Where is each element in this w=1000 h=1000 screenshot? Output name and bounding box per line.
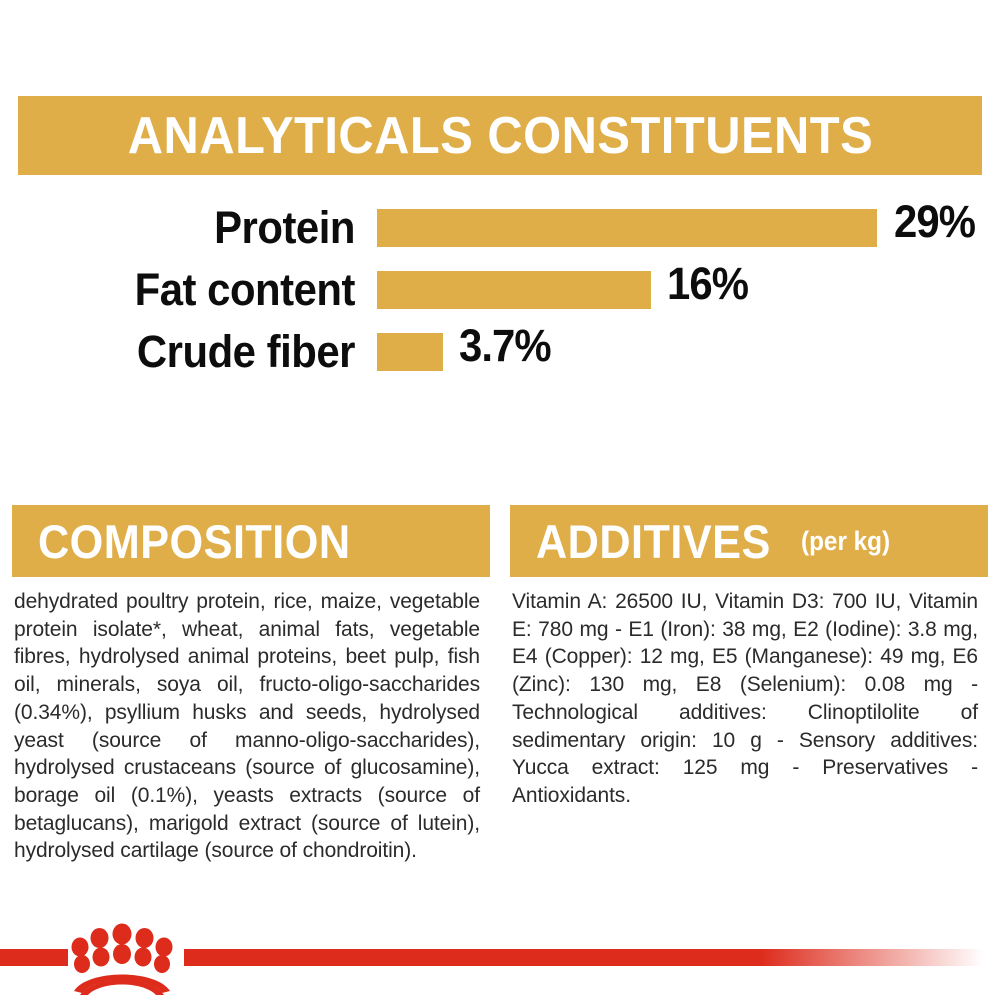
bar-track-fat-content bbox=[377, 271, 651, 309]
royal-canin-crown-icon bbox=[71, 923, 173, 995]
additives-banner: ADDITIVES (per kg) bbox=[510, 505, 988, 577]
analyticals-constituents-banner: ANALYTICALS CONSTITUENTS bbox=[18, 96, 982, 175]
bar-fill-protein bbox=[377, 209, 877, 247]
footer-rule-left bbox=[0, 949, 68, 966]
bar-track-crude-fiber bbox=[377, 333, 443, 371]
additives-body-text: Vitamin A: 26500 IU, Vitamin D3: 700 IU,… bbox=[512, 590, 978, 808]
chart-row: Protein 29% bbox=[0, 196, 1000, 256]
composition-heading: COMPOSITION bbox=[38, 514, 351, 568]
analyticals-heading: ANALYTICALS CONSTITUENTS bbox=[127, 106, 873, 165]
bar-value-crude-fiber: 3.7% bbox=[459, 320, 552, 371]
bar-label-fat-content: Fat content bbox=[134, 264, 356, 315]
bar-value-fat-content: 16% bbox=[667, 258, 749, 309]
composition-body-text: dehydrated poultry protein, rice, maize,… bbox=[14, 590, 480, 863]
bar-value-protein: 29% bbox=[894, 196, 976, 247]
composition-banner: COMPOSITION bbox=[12, 505, 490, 577]
chart-row: Fat content 16% bbox=[0, 258, 1000, 318]
analyticals-bar-chart: Protein 29% Fat content 16% Crude fiber … bbox=[0, 196, 1000, 391]
footer-brand-strip bbox=[0, 923, 1000, 1000]
bar-fill-fat-content bbox=[377, 271, 651, 309]
bar-label-protein: Protein bbox=[214, 202, 355, 253]
additives-per-kg-label: (per kg) bbox=[801, 525, 891, 556]
bar-track-protein bbox=[377, 209, 877, 247]
bar-fill-crude-fiber bbox=[377, 333, 443, 371]
chart-row: Crude fiber 3.7% bbox=[0, 320, 1000, 380]
footer-rule-right bbox=[184, 949, 984, 966]
additives-heading: ADDITIVES bbox=[536, 514, 771, 568]
bar-label-crude-fiber: Crude fiber bbox=[136, 326, 356, 377]
